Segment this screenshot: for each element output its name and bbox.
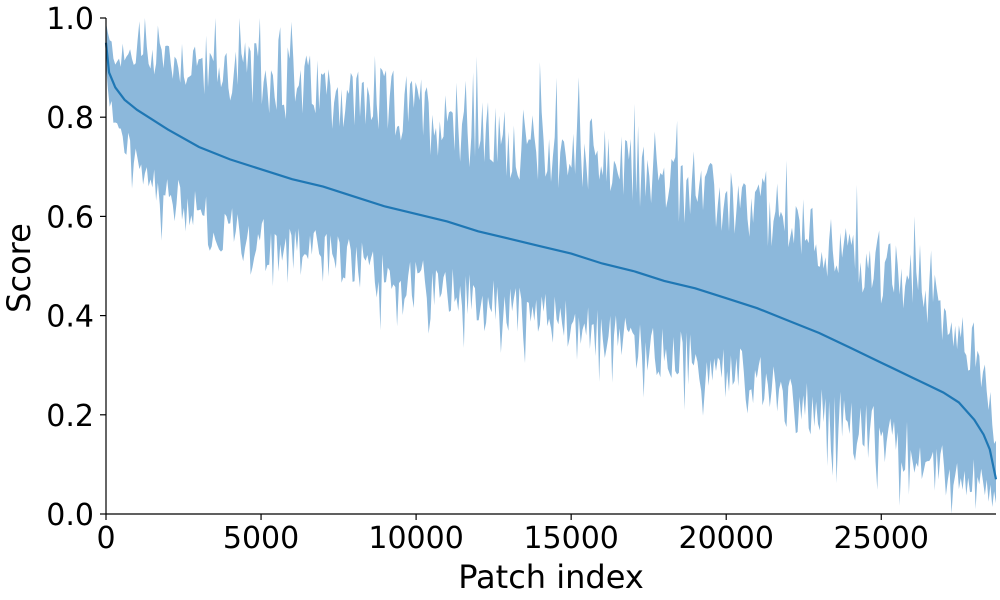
y-tick-label: 0.6 bbox=[46, 200, 94, 235]
x-tick-label: 25000 bbox=[834, 521, 929, 556]
x-ticks: 0 5000 10000 15000 20000 25000 bbox=[96, 514, 929, 556]
x-tick-label: 0 bbox=[96, 521, 115, 556]
plot-area bbox=[104, 18, 998, 514]
y-tick-label: 0.8 bbox=[46, 101, 94, 136]
y-tick-label: 1.0 bbox=[46, 2, 94, 37]
y-axis-label: Score bbox=[0, 223, 38, 313]
y-tick-label: 0.4 bbox=[46, 300, 94, 335]
mean-score-line bbox=[104, 42, 998, 480]
x-tick-label: 20000 bbox=[678, 521, 773, 556]
x-tick-label: 10000 bbox=[368, 521, 463, 556]
y-tick-label: 0.0 bbox=[46, 498, 94, 533]
x-tick-label: 15000 bbox=[523, 521, 618, 556]
x-axis-label: Patch index bbox=[458, 558, 644, 596]
x-tick-label: 5000 bbox=[223, 521, 299, 556]
y-ticks: 0.0 0.2 0.4 0.6 0.8 1.0 bbox=[46, 2, 106, 533]
y-tick-label: 0.2 bbox=[46, 399, 94, 434]
score-range-band bbox=[106, 18, 996, 514]
